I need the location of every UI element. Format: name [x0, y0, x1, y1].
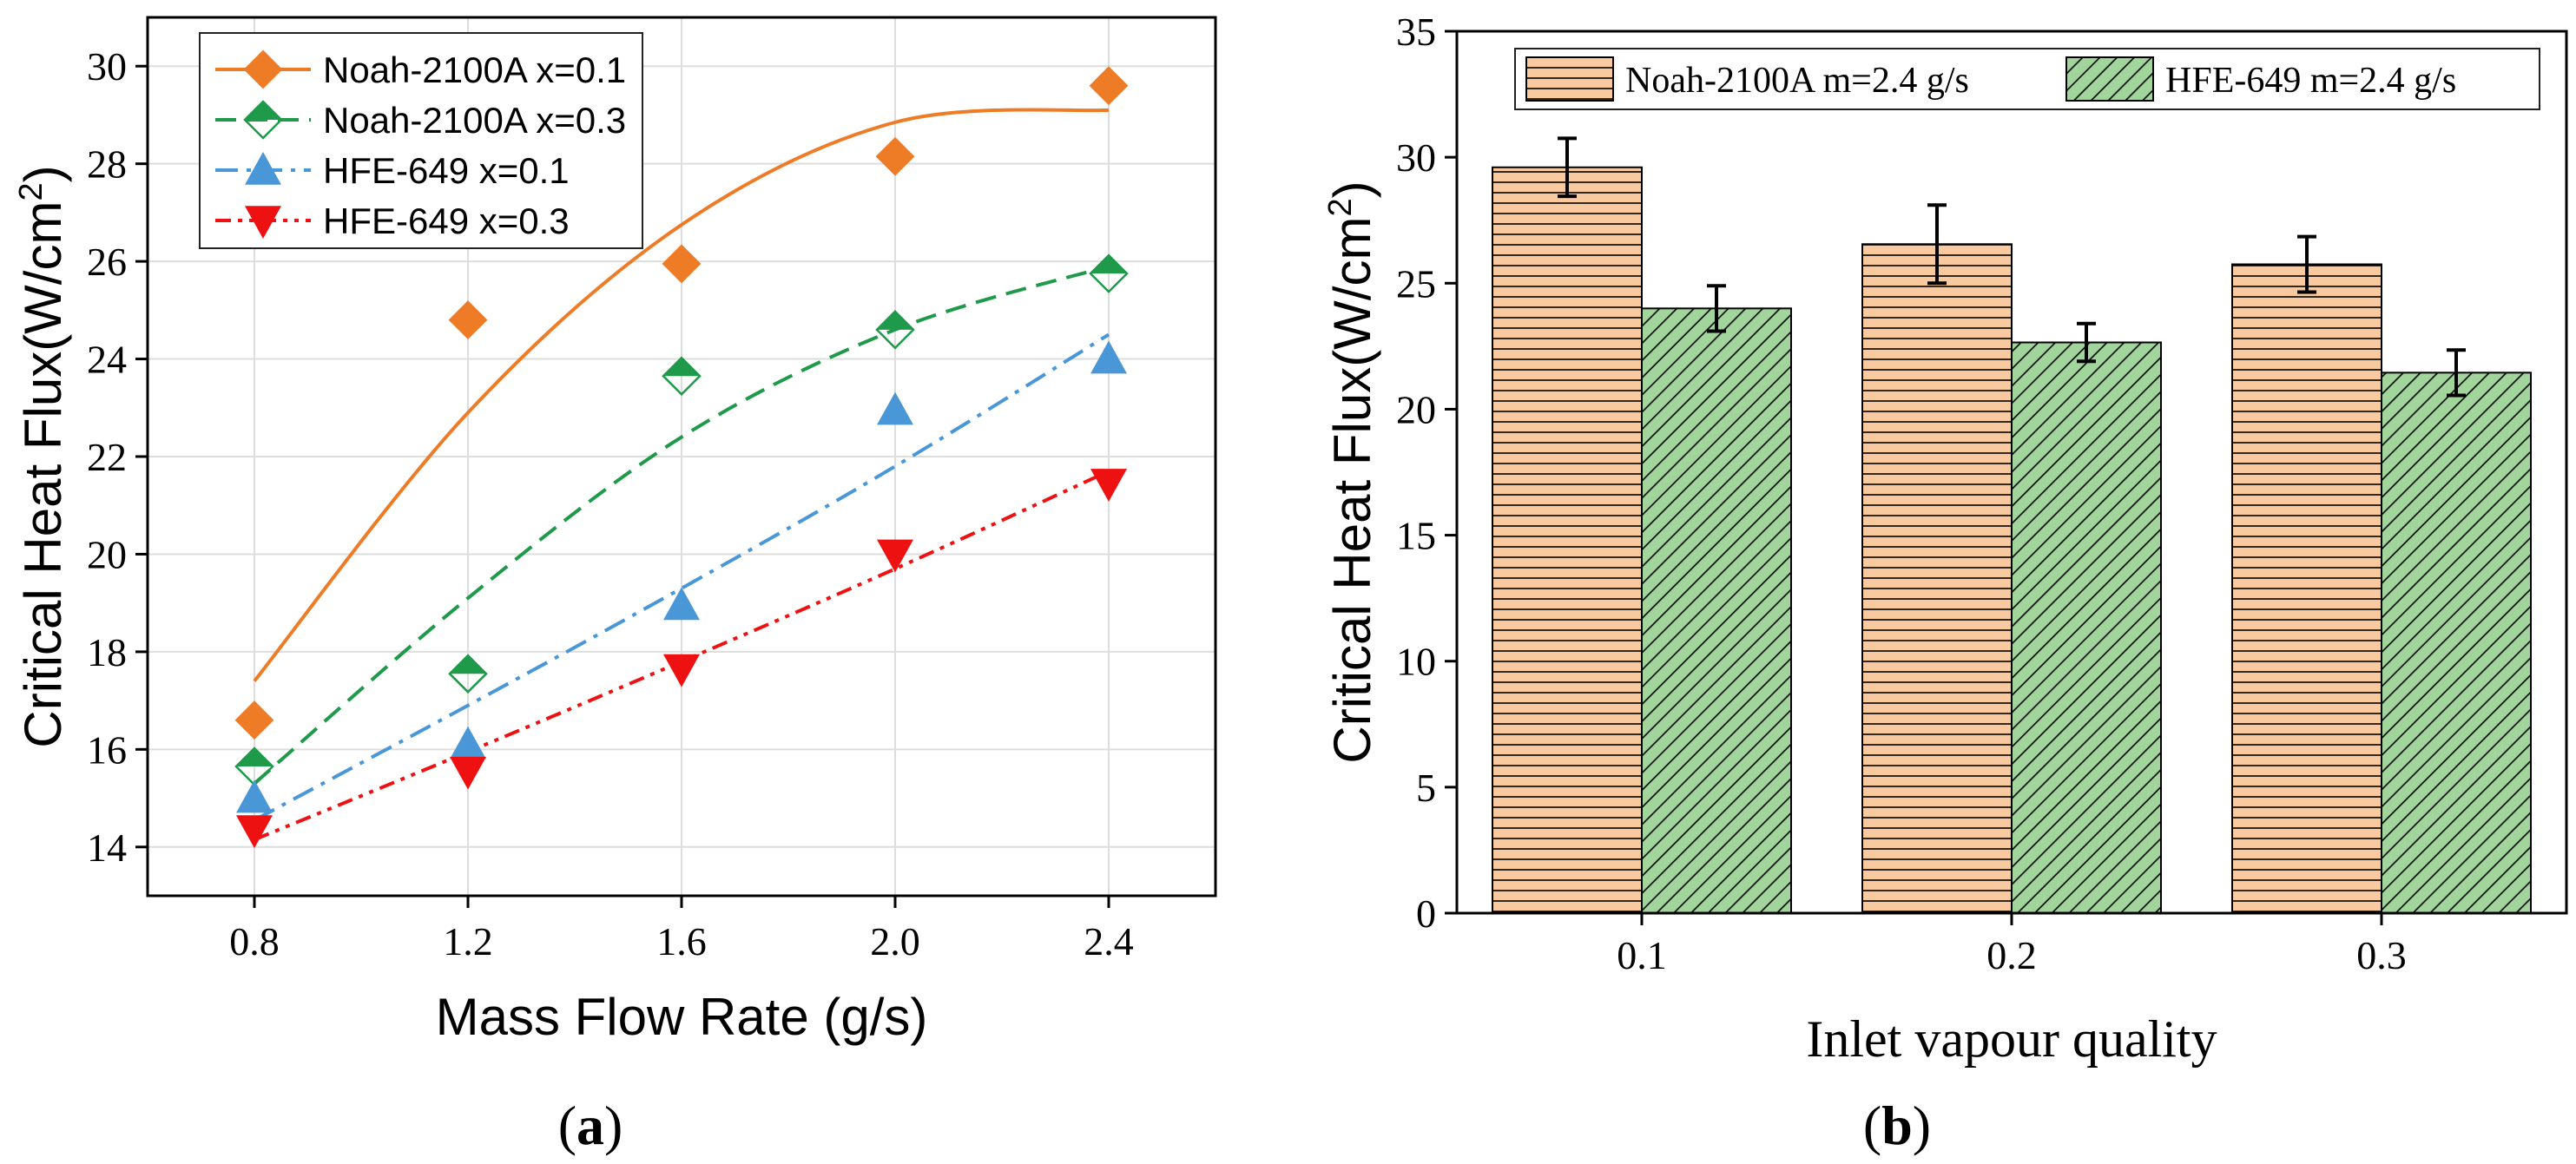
chart-b-legend-box: [1514, 48, 2540, 110]
chart-b-legend-label: Noah-2100A m=2.4 g/s: [1625, 61, 1969, 101]
chart-a-ylabel-close: ): [14, 165, 72, 182]
chart-a-point-series-4: [663, 654, 700, 687]
chart-b-y-tick-label: 5: [1416, 766, 1436, 810]
chart-a-legend-label: HFE-649 x=0.3: [323, 201, 570, 241]
chart-a-legend-marker: [245, 206, 281, 239]
chart-b-error-bar: [2297, 234, 2316, 294]
chart-a-point-series-2: [662, 356, 702, 397]
chart-b-x-tick-label: 0.1: [1617, 933, 1667, 977]
chart-b-xlabel: Inlet vapour quality: [1806, 1010, 2217, 1068]
chart-b-panel-label: (b): [1863, 1095, 1931, 1156]
chart-a-point-series-4: [1090, 469, 1127, 502]
chart-a-xlabel: Mass Flow Rate (g/s): [436, 988, 928, 1046]
chart-a-point-series-1: [662, 244, 702, 284]
chart-b-y-tick-label: 15: [1396, 514, 1436, 558]
chart-a-point-series-3: [663, 587, 700, 621]
chart-a-ylabel-superscript: 2: [13, 182, 49, 201]
chart-a-point-series-3: [450, 726, 486, 760]
chart-a-point-series-1: [234, 700, 274, 740]
chart-b-legend-label: HFE-649 m=2.4 g/s: [2165, 61, 2456, 101]
chart-a-grid: [148, 17, 1216, 896]
chart-b-ylabel-superscript: 2: [1322, 198, 1359, 216]
chart-b-error-bar: [2077, 321, 2096, 364]
chart-b-error-bar: [1558, 136, 1577, 199]
chart-b-ylabel-close: ): [1323, 181, 1381, 198]
chart-a-point-series-2: [875, 310, 915, 350]
chart-a: 0.8 1.2 1.6 2.0 2.4 14 16 18 20 22 24 26 28 30 Noah-2…: [13, 16, 1217, 1156]
chart-a-point-series-1: [1089, 66, 1129, 106]
chart-a-fit-line-series-2: [253, 264, 1110, 786]
chart-a-point-series-3: [236, 779, 273, 813]
chart-b-x-tick-label: 0.2: [1986, 933, 2037, 977]
chart-a-point-series-4: [236, 815, 273, 849]
chart-a-legend-label: Noah-2100A x=0.1: [323, 49, 626, 90]
chart-b-legend: Noah-2100A m=2.4 g/s HFE-649 m=2.4 g/s: [1514, 48, 2540, 110]
chart-b-y-tick-label: 30: [1396, 135, 1436, 180]
chart-b-error-bar: [1927, 203, 1947, 286]
chart-b-error-bar: [1707, 284, 1726, 333]
chart-a-y-tick-label: 28: [87, 142, 127, 187]
chart-a-point-series-4: [877, 539, 913, 573]
chart-a-ylabel: Critical Heat Flux(W/cm2): [13, 165, 72, 747]
chart-a-legend: Noah-2100A x=0.1 Noah-2100A x=0.3 HFE-649 …: [199, 32, 643, 249]
chart-b-y-tick-label: 0: [1416, 891, 1436, 936]
chart-a-point-series-3: [877, 391, 913, 425]
chart-a-y-tick-label: 18: [87, 630, 127, 674]
chart-b-legend-swatch: [2065, 56, 2154, 102]
chart-b: 0.1 0.2 0.3 0 5 10 15 20 25 30 35 Noah-2100A m=2.4…: [1322, 10, 2568, 1156]
chart-a-x-tick-label: 2.4: [1084, 919, 1134, 963]
chart-a-y-tick-label: 26: [87, 240, 127, 284]
chart-a-y-tick-label: 14: [87, 825, 127, 870]
chart-b-y-tick-label: 10: [1396, 640, 1436, 684]
chart-a-x-tick-label: 1.2: [443, 919, 493, 963]
chart-a-x-tick-label: 0.8: [229, 919, 280, 963]
chart-b-bars: [1492, 136, 2532, 915]
chart-a-fit-line-series-1: [253, 108, 1110, 682]
chart-a-point-series-1: [875, 136, 915, 176]
chart-a-y-tick-label: 24: [87, 338, 127, 382]
chart-a-legend-marker: [245, 152, 281, 185]
chart-a-y-tick-label: 16: [87, 727, 127, 772]
chart-a-y-tick-label: 20: [87, 532, 127, 576]
chart-b-y-tick-label: 20: [1396, 387, 1436, 431]
chart-b-error-bar: [2447, 348, 2466, 398]
chart-b-legend-swatch: [1525, 56, 1614, 102]
chart-a-legend-marker: [243, 49, 283, 89]
chart-a-ticks: 0.8 1.2 1.6 2.0 2.4 14 16 18 20 22 24 26 28 30: [87, 44, 1134, 963]
chart-b-bar-series-1: [2231, 263, 2382, 914]
chart-a-panel-label: (a): [558, 1095, 623, 1156]
chart-b-bar-series-2: [1641, 307, 1792, 915]
chart-a-x-tick-label: 2.0: [870, 919, 920, 963]
chart-b-bar-series-2: [2011, 341, 2162, 914]
chart-b-bar-series-1: [1492, 166, 1643, 915]
chart-a-legend-label: HFE-649 x=0.1: [323, 150, 570, 191]
chart-a-point-series-1: [448, 300, 488, 339]
chart-a-legend-label: Noah-2100A x=0.3: [323, 100, 626, 141]
chart-b-bar-series-2: [2381, 372, 2532, 914]
chart-b-y-tick-label: 35: [1396, 10, 1436, 54]
chart-a-x-tick-label: 1.6: [656, 919, 707, 963]
chart-a-legend-marker: [243, 100, 283, 140]
chart-b-y-tick-label: 25: [1396, 261, 1436, 306]
chart-a-point-series-3: [1090, 340, 1127, 374]
chart-a-y-tick-label: 30: [87, 44, 127, 89]
chart-a-point-series-2: [448, 654, 488, 694]
chart-a-y-tick-label: 22: [87, 435, 127, 479]
chart-b-bar-series-1: [1861, 243, 2013, 914]
chart-b-x-tick-label: 0.3: [2356, 933, 2407, 977]
chart-b-ylabel: Critical Heat Flux(W/cm2): [1322, 181, 1381, 763]
chart-a-point-series-4: [450, 756, 486, 790]
chart-a-point-series-2: [1089, 253, 1129, 293]
chart-a-markers: [234, 66, 1129, 849]
chart-b-ticks: 0.1 0.2 0.3 0 5 10 15 20 25 30 35: [1396, 10, 2407, 977]
